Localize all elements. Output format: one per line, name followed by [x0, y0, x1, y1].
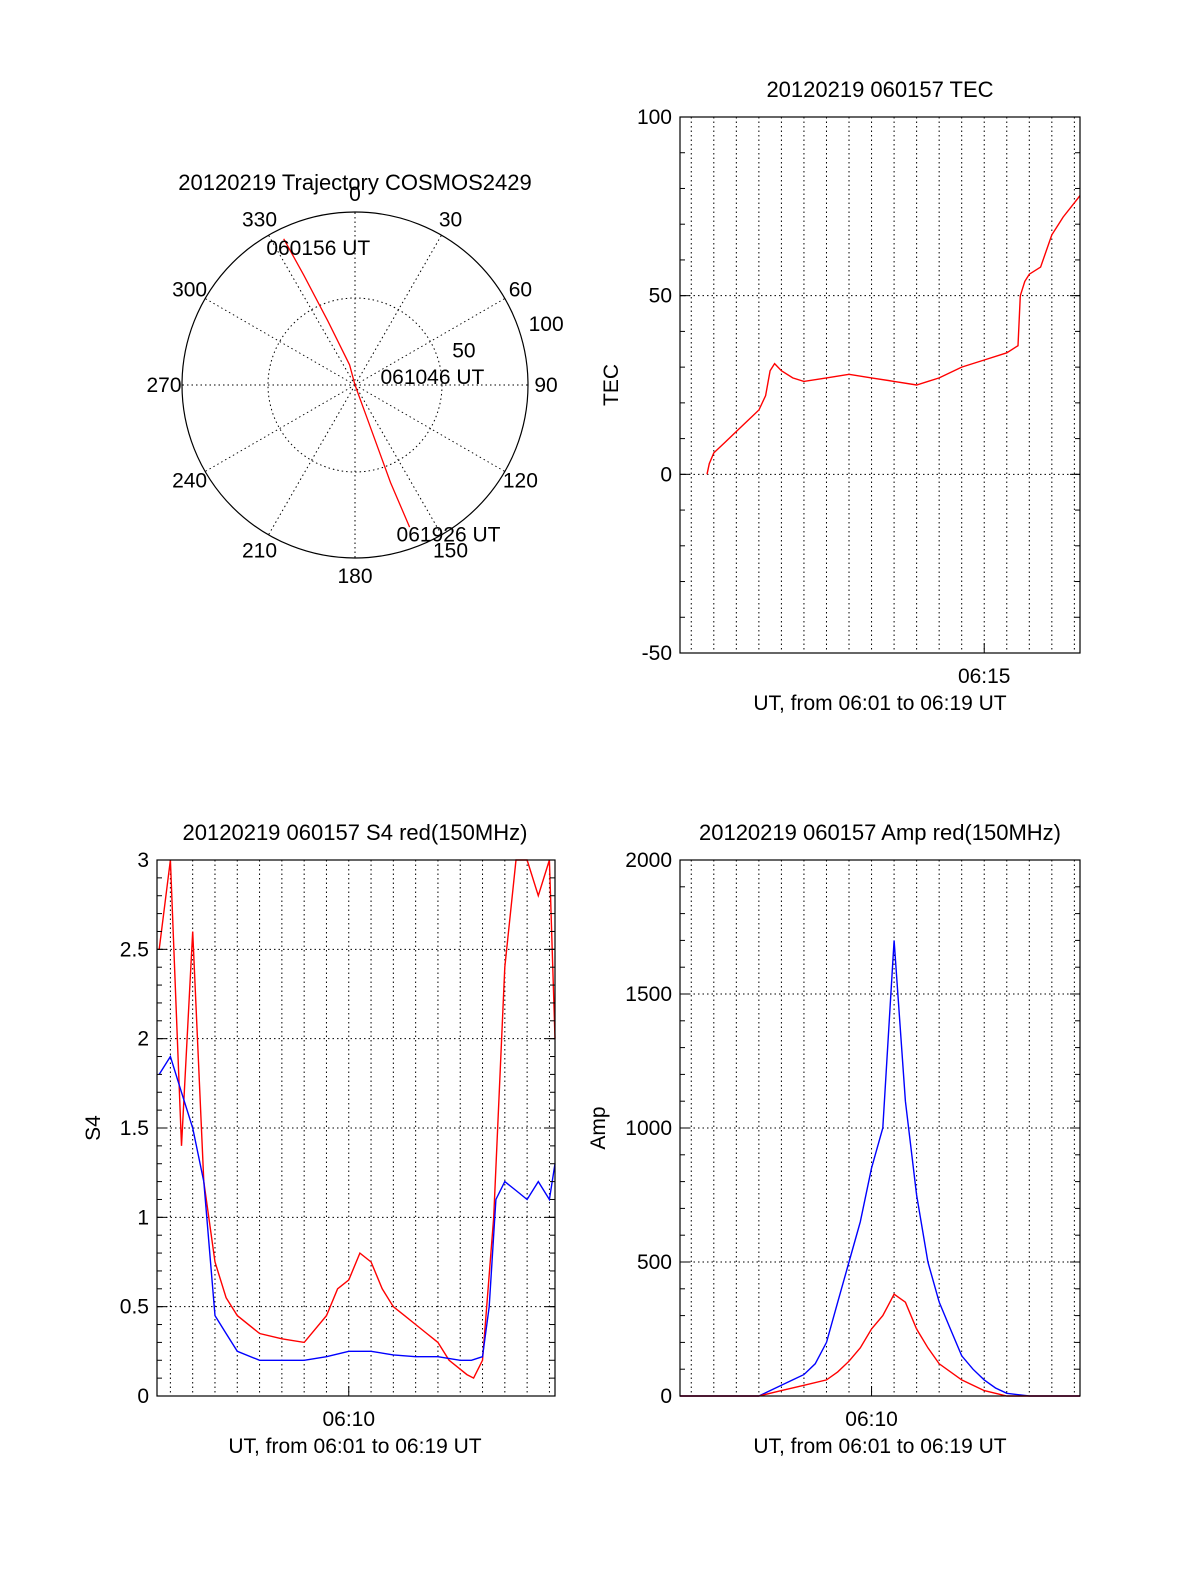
s4-title: 20120219 060157 S4 red(150MHz) [183, 820, 528, 845]
tec-grid [680, 117, 1080, 653]
amp-panel: 20120219 060157 Amp red(150MHz) 0 500 1000… [587, 820, 1081, 1458]
polar-grid-spoke [354, 384, 506, 472]
tec-ticks: -50 0 50 100 06:15 [637, 106, 1080, 688]
polar-angle-label: 60 [509, 279, 532, 302]
amp-series [680, 940, 1080, 1397]
tec-series [706, 195, 1081, 475]
polar-outer-circle [181, 211, 529, 559]
s4-series [158, 859, 556, 1380]
series-line [158, 859, 556, 1380]
tec-plot-frame [679, 116, 1081, 654]
polar-angle-label: 330 [242, 209, 277, 232]
polar-angle-label: 270 [146, 374, 181, 397]
polar-angle-label: 150 [433, 539, 468, 562]
series-line [680, 1293, 1080, 1397]
polar-angle-label: 120 [503, 470, 538, 493]
s4-ticks: 0 0.5 1 1.5 2 2.5 3 06:10 [120, 849, 555, 1431]
x-tick-label: 06:10 [322, 1408, 375, 1431]
y-tick-label: 0 [660, 463, 672, 486]
tec-panel: 20120219 060157 TEC -50 0 50 100 06:15 UT, f… [600, 77, 1081, 715]
tec-title: 20120219 060157 TEC [766, 77, 993, 102]
y-tick-label: 500 [637, 1251, 672, 1274]
y-tick-label: 2 [137, 1028, 149, 1051]
polar-grid-spoke [268, 384, 356, 536]
polar-title: 20120219 Trajectory COSMOS2429 [178, 170, 531, 195]
polar-angle-label: 0 [349, 183, 361, 206]
y-tick-label: 1000 [625, 1117, 672, 1140]
polar-grid-spoke [204, 298, 356, 386]
series-line [158, 1054, 556, 1362]
polar-time-annotation: 060156 UT [266, 237, 370, 260]
polar-annotations: 060156 UT 061046 UT 061926 UT [266, 237, 500, 547]
polar-grid-spoke [354, 298, 506, 386]
y-tick-label: 2000 [625, 849, 672, 872]
series-line [680, 940, 1080, 1397]
amp-ylabel: Amp [587, 1106, 610, 1149]
polar-radius-label: 100 [529, 313, 564, 336]
polar-angle-label: 210 [242, 539, 277, 562]
amp-xlabel: UT, from 06:01 to 06:19 UT [753, 1435, 1006, 1458]
amp-grid [680, 860, 1080, 1396]
y-tick-label: 1.5 [120, 1117, 149, 1140]
polar-angle-label: 180 [337, 565, 372, 588]
s4-xlabel: UT, from 06:01 to 06:19 UT [228, 1435, 481, 1458]
y-tick-label: 0 [137, 1385, 149, 1408]
polar-grid-spoke [204, 384, 356, 472]
y-tick-label: 2.5 [120, 938, 149, 961]
polar-angle-label: 300 [172, 279, 207, 302]
y-tick-label: 3 [137, 849, 149, 872]
polar-radius-label: 50 [452, 340, 475, 363]
polar-trajectory-panel: 20120219 Trajectory COSMOS2429 0 30 60 90 12… [146, 170, 563, 588]
polar-grid-spoke [268, 234, 356, 386]
y-tick-label: 1500 [625, 983, 672, 1006]
s4-panel: 20120219 060157 S4 red(150MHz) 0 0.5 1 1.5 2… [82, 820, 556, 1458]
polar-grid-spoke [354, 234, 442, 386]
series-line [706, 195, 1081, 475]
y-tick-label: -50 [642, 642, 672, 665]
s4-ylabel: S4 [82, 1115, 105, 1141]
amp-title: 20120219 060157 Amp red(150MHz) [699, 820, 1061, 845]
polar-angle-label: 90 [534, 374, 557, 397]
y-tick-label: 1 [137, 1206, 149, 1229]
polar-angle-label: 30 [439, 209, 462, 232]
polar-time-annotation: 061926 UT [397, 524, 501, 547]
y-tick-label: 50 [649, 285, 672, 308]
tec-xlabel: UT, from 06:01 to 06:19 UT [753, 692, 1006, 715]
polar-radius-labels: 50 100 [452, 313, 563, 363]
tec-ylabel: TEC [600, 364, 623, 406]
y-tick-label: 0.5 [120, 1296, 149, 1319]
polar-angle-label: 240 [172, 470, 207, 493]
polar-grid-spoke [354, 384, 442, 536]
y-tick-label: 0 [660, 1385, 672, 1408]
polar-angle-labels: 0 30 60 90 120 150 180 210 240 270 300 330 [146, 183, 557, 588]
polar-trajectory-line [283, 238, 411, 528]
y-tick-label: 100 [637, 106, 672, 129]
x-tick-label: 06:15 [958, 665, 1011, 688]
x-tick-label: 06:10 [845, 1408, 898, 1431]
polar-grid [182, 212, 528, 558]
amp-ticks: 0 500 1000 1500 2000 06:10 [625, 849, 1080, 1431]
s4-grid [157, 860, 555, 1396]
polar-time-annotation: 061046 UT [380, 366, 484, 389]
